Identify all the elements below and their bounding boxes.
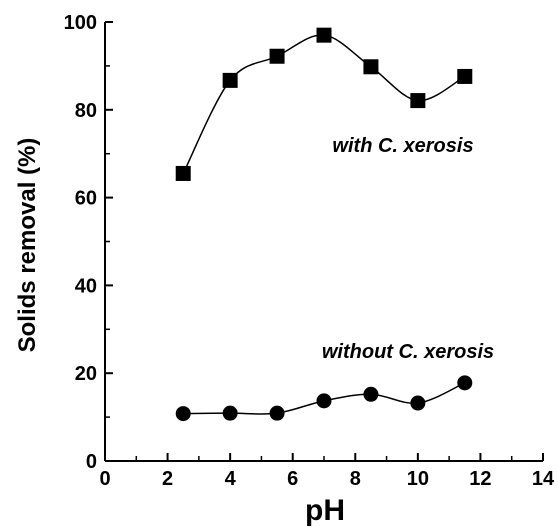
y-tick-label: 60 — [75, 188, 97, 210]
data-point-square — [410, 93, 426, 109]
y-axis-title: Solids removal (%) — [14, 138, 41, 353]
y-axis-label: Solids removal (%) — [14, 138, 41, 353]
y-tick-label: 40 — [75, 275, 97, 297]
data-point-square — [269, 48, 285, 64]
data-point-circle — [316, 393, 332, 409]
x-axis-label: pH — [305, 494, 345, 527]
x-tick-label: 0 — [99, 468, 110, 490]
x-tick-label: 2 — [162, 468, 173, 490]
data-point-square — [457, 68, 473, 84]
y-tick-label: 0 — [86, 451, 97, 473]
data-point-circle — [222, 405, 238, 421]
data-point-circle — [175, 406, 191, 422]
y-tick-label: 100 — [64, 12, 97, 34]
data-point-square — [316, 27, 332, 43]
x-tick-label: 14 — [532, 468, 555, 490]
x-tick-label: 4 — [225, 468, 237, 490]
data-point-circle — [457, 375, 473, 391]
data-point-square — [363, 59, 379, 75]
data-point-square — [175, 165, 191, 181]
data-point-circle — [269, 405, 285, 421]
data-point-square — [222, 72, 238, 88]
x-tick-label: 8 — [350, 468, 361, 490]
data-point-circle — [410, 395, 426, 411]
annotation-without: without C. xerosis — [322, 341, 494, 363]
y-tick-label: 20 — [75, 363, 97, 385]
x-tick-label: 10 — [407, 468, 429, 490]
x-tick-label: 6 — [287, 468, 298, 490]
plot-area: 0 20 40 60 80 100 0 2 4 6 8 10 12 14 — [64, 12, 555, 490]
data-point-circle — [363, 386, 379, 402]
annotation-with: with C. xerosis — [332, 135, 473, 157]
x-tick-label: 12 — [469, 468, 491, 490]
y-tick-label: 80 — [75, 100, 97, 122]
